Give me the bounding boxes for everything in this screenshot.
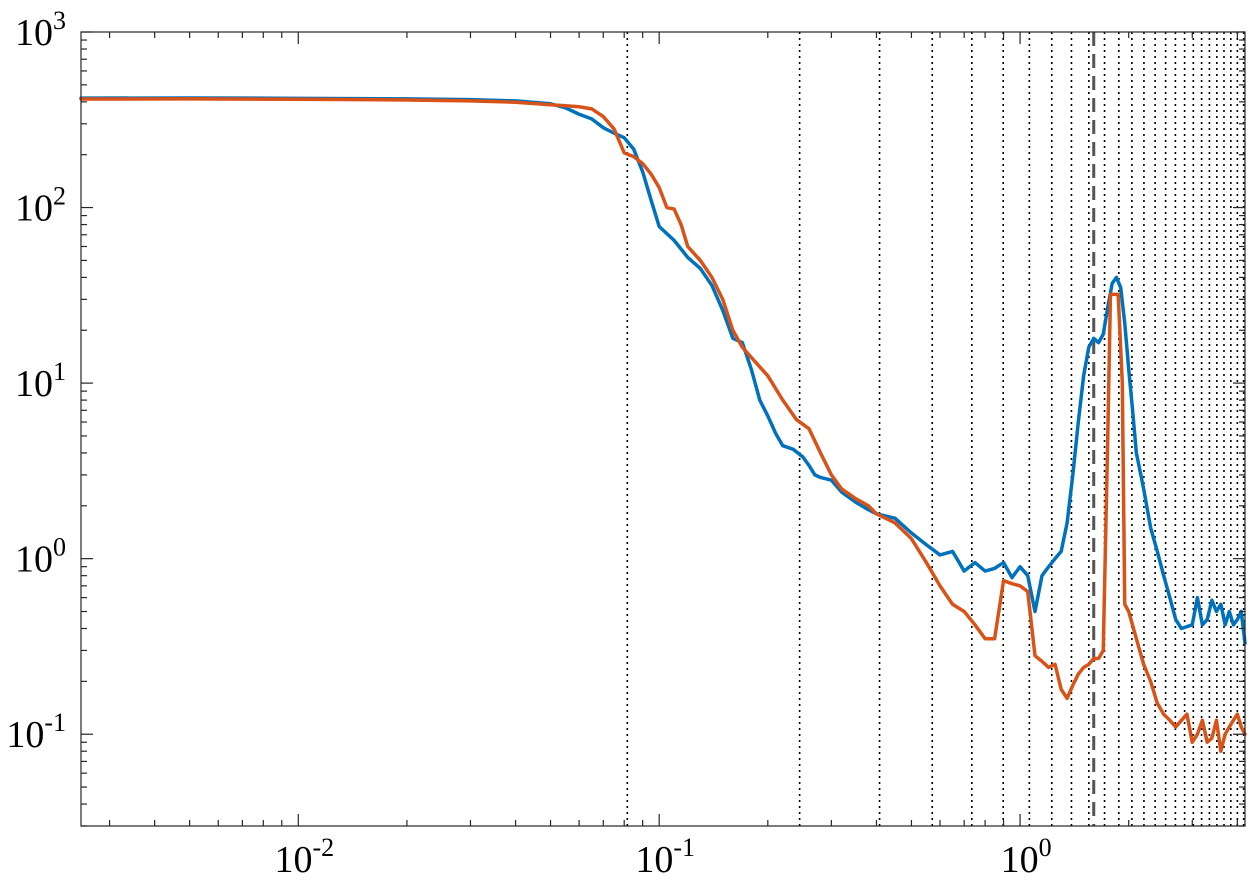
tick-label-exponent: 0 [1039, 833, 1052, 862]
tick-label-base: 10 [15, 188, 53, 230]
axes [80, 31, 1246, 827]
tick-label-exponent: 0 [53, 533, 66, 562]
plot-frame [80, 31, 1246, 827]
tick-label-base: 10 [1001, 839, 1039, 881]
tick-label-base: 10 [15, 539, 53, 581]
y-tick-label: 102 [15, 182, 66, 230]
tick-label-exponent: 2 [53, 182, 66, 211]
y-tick-label: 100 [15, 533, 66, 581]
tick-label-exponent: -1 [673, 833, 695, 862]
tick-label-base: 10 [6, 714, 44, 756]
tick-label-base: 10 [635, 839, 673, 881]
reference-lines [626, 32, 1245, 826]
x-tick-label: 10-1 [635, 833, 695, 881]
series-line-1 [79, 96, 1247, 645]
tick-label-exponent: 3 [53, 6, 66, 35]
tick-label-exponent: 1 [53, 357, 66, 386]
x-tick-label: 100 [1001, 833, 1052, 881]
tick-label-exponent: -2 [312, 833, 334, 862]
y-tick-label: 103 [15, 6, 66, 54]
y-tick-label: 10-1 [6, 708, 66, 756]
series-line-2 [79, 97, 1247, 753]
ticks [81, 31, 1245, 827]
tick-label-exponent: -1 [44, 708, 66, 737]
tick-label-base: 10 [15, 363, 53, 405]
series-group [79, 96, 1247, 753]
tick-label-base: 10 [15, 12, 53, 54]
tick-label-base: 10 [274, 839, 312, 881]
x-tick-label: 10-2 [274, 833, 334, 881]
y-tick-label: 101 [15, 357, 66, 405]
